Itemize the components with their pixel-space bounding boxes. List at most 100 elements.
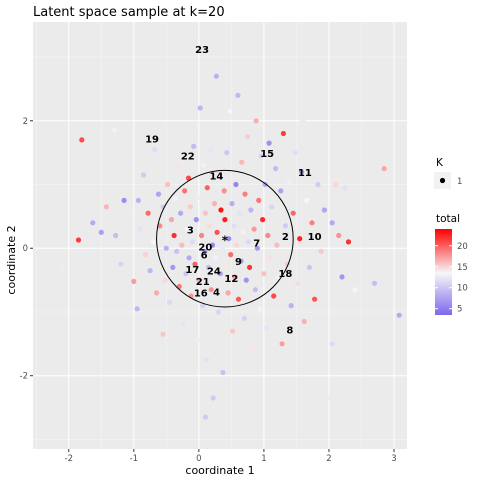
- y-axis-label: coordinate 2: [5, 225, 18, 294]
- data-point: [202, 210, 208, 216]
- data-point: [184, 226, 190, 232]
- data-point: [241, 315, 247, 321]
- x-axis-label: coordinate 1: [185, 464, 254, 477]
- data-point: [325, 395, 331, 401]
- data-point: [299, 169, 305, 175]
- data-point: [131, 278, 137, 284]
- data-point: [118, 261, 124, 267]
- data-point: [248, 207, 254, 213]
- data-point: [202, 414, 208, 420]
- data-point: [242, 191, 248, 197]
- data-point: [121, 197, 127, 203]
- data-point: [204, 357, 210, 363]
- color-legend-bar: [435, 229, 452, 315]
- data-point: [315, 181, 321, 188]
- data-point: [167, 299, 173, 305]
- cluster-label: 3: [187, 226, 194, 237]
- data-point: [225, 290, 231, 296]
- data-point: [145, 210, 151, 216]
- data-point: [103, 204, 110, 210]
- data-point: [304, 197, 310, 203]
- data-point: [111, 127, 117, 133]
- data-point: [137, 226, 143, 232]
- data-point: [280, 130, 286, 137]
- data-point: [239, 159, 245, 165]
- data-point: [187, 204, 193, 210]
- data-point: [208, 287, 214, 293]
- center-star-marker: *: [222, 234, 229, 248]
- data-point: [79, 137, 85, 143]
- data-point: [318, 248, 324, 254]
- center-circle: [156, 169, 294, 308]
- data-point: [278, 188, 284, 194]
- cluster-label: 23: [195, 45, 209, 56]
- data-point: [269, 204, 275, 210]
- data-point: [182, 188, 188, 194]
- cluster-label: 17: [185, 265, 199, 276]
- data-point: [267, 255, 273, 261]
- x-tick-label: 3: [391, 454, 396, 464]
- data-point: [290, 210, 296, 216]
- data-point: [221, 188, 227, 194]
- data-point: [191, 143, 197, 149]
- data-point: [329, 341, 335, 347]
- data-point: [263, 325, 270, 331]
- data-point: [160, 204, 166, 210]
- data-point: [227, 108, 233, 114]
- cluster-label: 19: [145, 134, 159, 145]
- data-point: [237, 210, 243, 216]
- data-point: [218, 207, 224, 213]
- cluster-label: 16: [194, 289, 208, 300]
- y-tick-label: -2: [20, 372, 28, 382]
- data-point: [231, 223, 237, 229]
- data-point: [196, 194, 202, 200]
- data-point: [309, 220, 315, 226]
- color-legend-tick-label: 15: [457, 263, 468, 273]
- data-point: [274, 242, 280, 248]
- data-point: [174, 248, 180, 254]
- data-point: [200, 162, 206, 168]
- data-point: [265, 232, 271, 239]
- data-point: [186, 255, 192, 261]
- data-point: [185, 175, 192, 181]
- data-point: [235, 92, 241, 98]
- data-point: [312, 296, 318, 302]
- data-point: [247, 264, 253, 270]
- data-point: [154, 290, 160, 296]
- data-point: [251, 226, 257, 232]
- data-point: [252, 287, 258, 293]
- data-point: [135, 197, 141, 203]
- data-point: [41, 74, 47, 80]
- data-point: [113, 232, 119, 239]
- data-point: [345, 239, 352, 245]
- data-point: [162, 277, 168, 283]
- color-legend-tick-label: 5: [457, 305, 462, 315]
- data-point: [306, 264, 312, 270]
- data-point: [142, 252, 149, 258]
- data-point: [229, 201, 235, 207]
- data-point: [134, 306, 140, 312]
- data-point: [163, 245, 169, 251]
- x-tick-label: 0: [196, 454, 201, 464]
- data-point: [261, 271, 267, 277]
- data-point: [212, 255, 218, 261]
- data-point: [396, 312, 402, 318]
- data-point: [279, 341, 285, 347]
- data-point: [273, 166, 279, 172]
- size-legend-dot: [439, 177, 446, 184]
- data-point: [286, 178, 292, 184]
- data-point: [59, 264, 65, 270]
- data-point: [198, 232, 205, 239]
- data-point: [141, 172, 147, 178]
- color-legend-ticks: 5 10 15 20: [435, 242, 468, 315]
- data-point: [352, 287, 358, 293]
- data-point: [260, 217, 266, 223]
- cluster-label: 21: [196, 277, 210, 288]
- x-tick-label: -2: [65, 454, 73, 464]
- data-point: [300, 118, 306, 124]
- data-point: [243, 277, 249, 283]
- data-point: [254, 245, 260, 251]
- data-point: [157, 223, 163, 229]
- data-point: [192, 261, 198, 267]
- data-point: [295, 280, 301, 286]
